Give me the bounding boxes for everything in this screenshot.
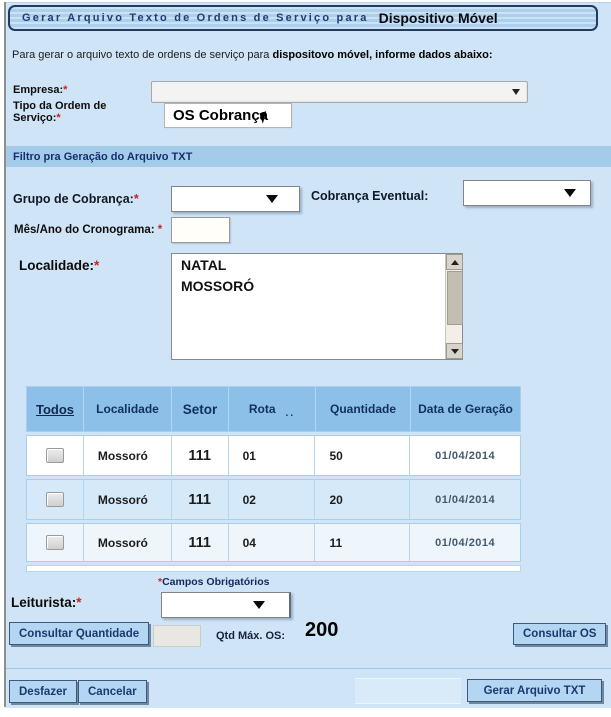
- header-localidade: Localidade: [84, 387, 172, 431]
- cell-rota: 04: [229, 524, 316, 561]
- required-asterisk: *: [157, 224, 163, 236]
- caret-down-icon: [512, 89, 520, 95]
- filter-section-header: Filtro pra Geração do Arquivo TXT: [6, 146, 611, 167]
- cobranca-eventual-select[interactable]: [463, 180, 591, 206]
- cell-localidade: Mossoró: [84, 436, 172, 475]
- leiturista-label: Leiturista:*: [11, 595, 82, 610]
- os-table: Todos Localidade Setor Rota .. Quantidad…: [26, 386, 521, 572]
- footer-divider: [6, 668, 611, 669]
- required-asterisk: *: [56, 112, 61, 124]
- list-item-natal[interactable]: NATAL: [181, 257, 227, 273]
- quantity-result-field: [153, 625, 201, 647]
- table-footer-strip: [26, 565, 521, 572]
- scrollbar-down-icon: [451, 349, 459, 354]
- scrollbar-thumb[interactable]: [447, 271, 463, 325]
- localidade-listbox[interactable]: NATAL MOSSORÓ: [171, 253, 463, 360]
- gerar-arquivo-txt-button[interactable]: Gerar Arquivo TXT: [467, 679, 602, 702]
- cell-localidade: Mossoró: [84, 524, 172, 561]
- page-title-emphasis: Dispositivo Móvel: [378, 10, 498, 26]
- required-asterisk: *: [76, 595, 82, 610]
- page-title: Gerar Arquivo Texto de Ordens de Serviço…: [22, 12, 369, 24]
- cell-rota: 02: [229, 480, 316, 519]
- intro-text-normal: Para gerar o arquivo texto de ordens de …: [12, 49, 270, 61]
- cobranca-eventual-label: Cobrança Eventual:: [311, 189, 429, 203]
- mesano-label: Mês/Ano do Cronograma: *: [14, 224, 163, 236]
- table-header-row: Todos Localidade Setor Rota .. Quantidad…: [26, 386, 521, 432]
- header-rota: Rota ..: [229, 387, 316, 431]
- required-asterisk: *: [158, 576, 163, 588]
- caret-down-icon: [253, 601, 265, 609]
- intro-text: Para gerar o arquivo texto de ordens de …: [12, 49, 493, 61]
- intro-text-bold: dispositovo móvel, informe dados abaixo:: [272, 49, 493, 61]
- cell-setor: 111: [172, 480, 229, 519]
- caret-down-icon: [564, 189, 576, 197]
- tipo-os-value: OS Cobrança: [173, 107, 269, 124]
- empresa-label: Empresa:*: [13, 84, 68, 96]
- cell-data-geracao: 01/04/2014: [435, 449, 496, 462]
- required-asterisk: *: [133, 192, 139, 206]
- cell-data-geracao: 01/04/2014: [435, 536, 496, 549]
- cell-rota: 01: [229, 436, 316, 475]
- cell-data-geracao: 01/04/2014: [435, 493, 496, 506]
- grupo-cobranca-select[interactable]: [171, 186, 300, 212]
- row-checkbox[interactable]: [45, 448, 64, 463]
- header-data-geracao: Data de Geração: [418, 401, 513, 416]
- row-checkbox[interactable]: [45, 535, 64, 550]
- required-fields-note: *Campos Obrigatórios: [158, 576, 270, 588]
- table-row: Mossoró 111 02 20 01/04/2014: [26, 479, 521, 520]
- header-quantidade: Quantidade: [316, 387, 411, 431]
- cell-quantidade: 20: [315, 480, 411, 519]
- scrollbar-track[interactable]: [445, 254, 463, 359]
- required-asterisk: *: [94, 258, 100, 273]
- consultar-quantidade-button[interactable]: Consultar Quantidade: [9, 622, 150, 645]
- scrollbar-up-button[interactable]: [446, 254, 463, 270]
- leiturista-select[interactable]: [161, 592, 291, 618]
- select-all-link[interactable]: Todos: [35, 401, 75, 417]
- form-panel: Gerar Arquivo Texto de Ordens de Serviço…: [6, 2, 611, 708]
- header-dots-artifact: ..: [285, 407, 296, 419]
- table-row: Mossoró 111 01 50 01/04/2014: [26, 435, 521, 476]
- scrollbar-up-icon: [451, 260, 459, 265]
- grupo-cobranca-label: Grupo de Cobrança:*: [13, 192, 139, 206]
- table-row: Mossoró 111 04 11 01/04/2014: [26, 523, 521, 562]
- required-asterisk: *: [63, 84, 68, 96]
- cell-localidade: Mossoró: [84, 480, 172, 519]
- header-setor: Setor: [172, 387, 229, 431]
- cell-quantidade: 50: [315, 436, 411, 475]
- cell-quantidade: 11: [315, 524, 411, 561]
- tipo-os-label: Tipo da Ordem de Serviço:*: [13, 100, 107, 124]
- localidade-label: Localidade:*: [19, 258, 100, 273]
- qtd-max-label: Qtd Máx. OS:: [216, 630, 286, 642]
- tipo-os-field[interactable]: OS Cobrança: [164, 103, 292, 128]
- window-title-bar: Gerar Arquivo Texto de Ordens de Serviço…: [8, 5, 598, 31]
- cell-setor: 111: [172, 436, 229, 475]
- desfazer-button[interactable]: Desfazer: [9, 680, 77, 703]
- mesano-input[interactable]: [171, 217, 230, 243]
- qtd-max-value: 200: [305, 619, 339, 641]
- cancelar-button[interactable]: Cancelar: [78, 680, 147, 703]
- consultar-os-button[interactable]: Consultar OS: [513, 623, 607, 645]
- empresa-select[interactable]: [151, 81, 528, 103]
- caret-down-icon: [266, 195, 278, 203]
- scrollbar-down-button[interactable]: [446, 343, 463, 359]
- cell-setor: 111: [172, 524, 229, 561]
- list-item-mossoro[interactable]: MOSSORÓ: [181, 278, 255, 294]
- row-checkbox[interactable]: [45, 492, 64, 507]
- faint-placeholder-box: [355, 678, 461, 704]
- window-left-border: [4, 2, 6, 707]
